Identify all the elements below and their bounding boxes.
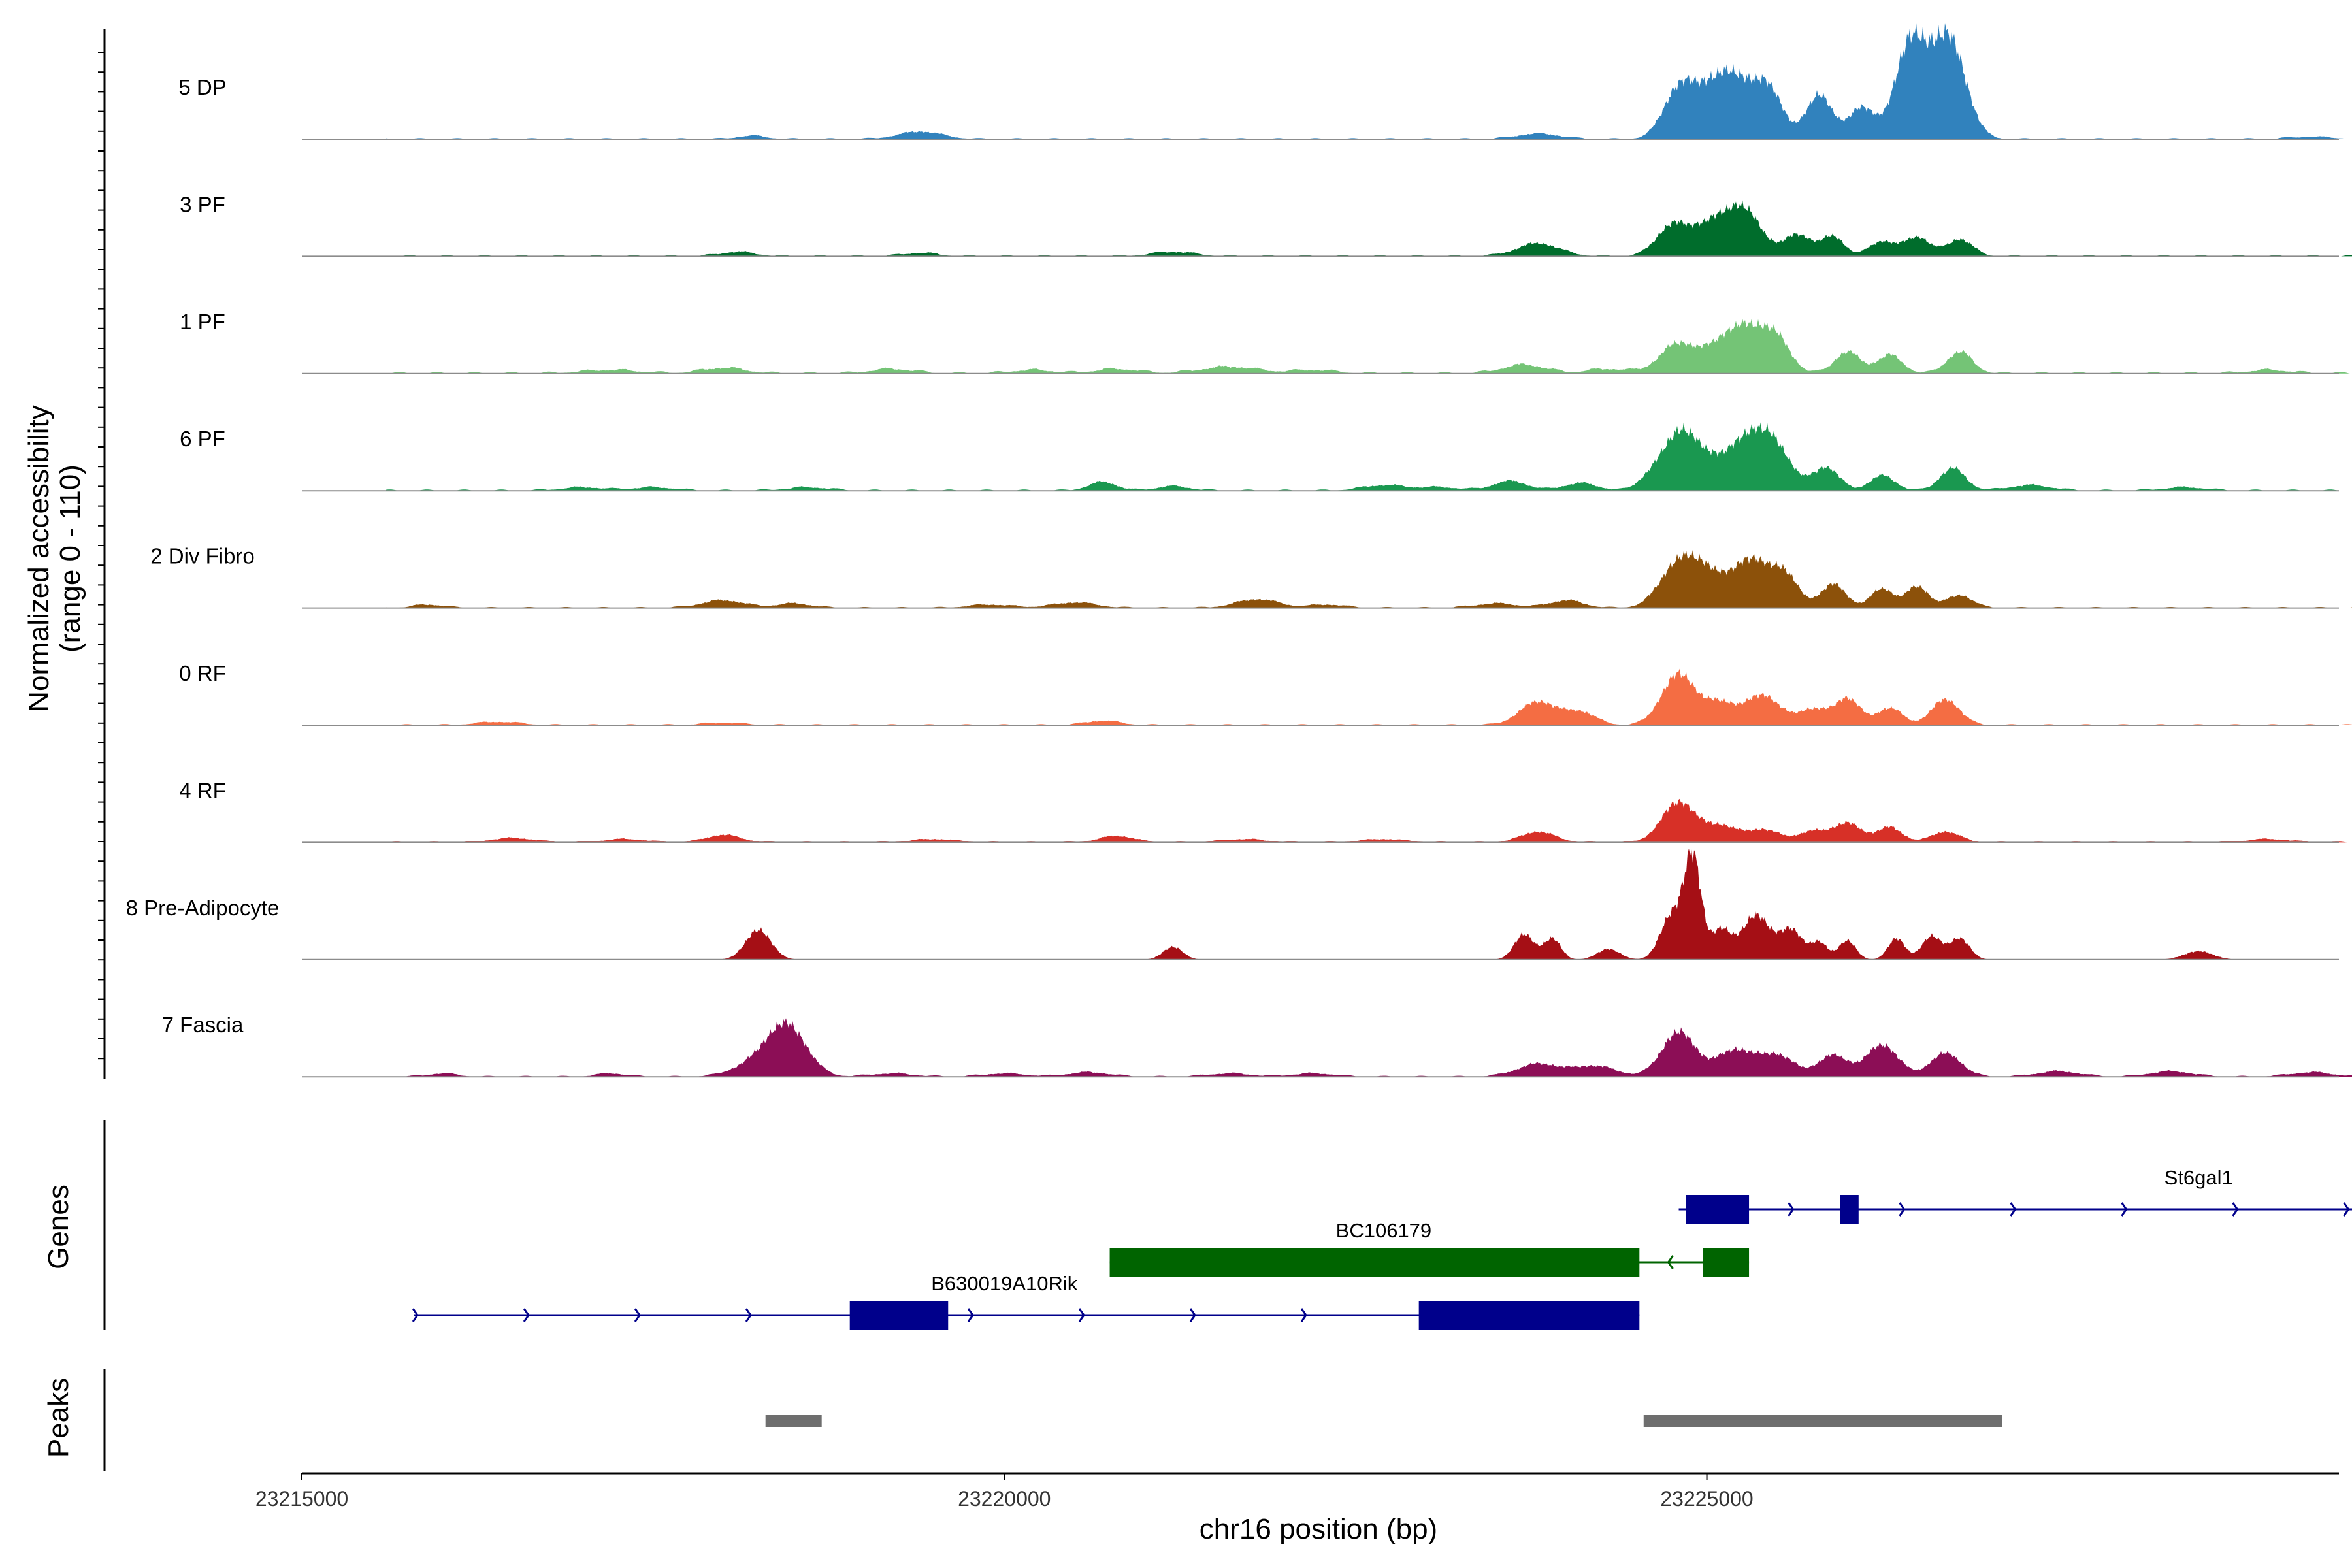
strand-arrow-icon	[2343, 1202, 2350, 1217]
track-4-rf: 4 RF	[179, 778, 2352, 843]
gene-label: BC106179	[1336, 1219, 1432, 1242]
track-0-rf: 0 RF	[179, 661, 2352, 726]
coverage-area	[386, 23, 2352, 139]
peak-region	[765, 1415, 822, 1427]
track-3-pf: 3 PF	[180, 192, 2352, 257]
track-8-pre-adipocyte: 8 Pre-Adipocyte	[126, 849, 2352, 960]
track-6-pf: 6 PF	[180, 422, 2352, 492]
strand-arrow-icon	[1667, 1255, 1674, 1269]
exon-block	[1418, 1301, 1640, 1330]
gene-b630019a10rik: B630019A10Rik	[412, 1272, 1640, 1330]
track-label: 6 PF	[180, 427, 225, 451]
track-label: 1 PF	[180, 310, 225, 334]
strand-arrow-icon	[634, 1308, 641, 1322]
strand-arrow-icon	[745, 1308, 752, 1322]
coverage-tracks: 5 DP 3 PF 1 PF 6 PF 2 Div Fibro 0 RF 4 RF 8 Pre…	[126, 23, 2352, 1078]
strand-arrow-icon	[2121, 1202, 2128, 1217]
exon-block	[1840, 1195, 1859, 1224]
track-1-pf: 1 PF	[180, 310, 2352, 374]
strand-arrow-icon	[1300, 1308, 1307, 1322]
coverage-area	[386, 1018, 2352, 1077]
y-axis-title-line1: Normalized accessibility	[23, 405, 55, 711]
gene-label: St6gal1	[2164, 1166, 2233, 1189]
track-label: 0 RF	[179, 661, 226, 685]
strand-arrow-icon	[2010, 1202, 2017, 1217]
gene-st6gal1: St6gal1	[1678, 1166, 2352, 1224]
gene-annotation-track: St6gal1 BC106179 B630019A10Rik	[412, 1166, 2352, 1330]
strand-arrow-icon	[1078, 1308, 1085, 1322]
gene-label: B630019A10Rik	[931, 1272, 1078, 1295]
strand-arrow-icon	[1189, 1308, 1196, 1322]
peaks-axis-title: Peaks	[42, 1378, 74, 1458]
track-2-div-fibro: 2 Div Fibro	[150, 544, 2352, 609]
axes: 23215000232200002322500023230000	[98, 29, 2339, 1511]
strand-arrow-icon	[1899, 1202, 1906, 1217]
peak-track	[765, 1415, 2002, 1427]
x-axis-title: chr16 position (bp)	[1200, 1513, 1437, 1545]
coverage-area	[386, 668, 2352, 725]
exon-block	[1109, 1248, 1640, 1277]
track-7-fascia: 7 Fascia	[162, 1013, 2352, 1078]
track-label: 3 PF	[180, 192, 225, 216]
strand-arrow-icon	[1788, 1202, 1795, 1217]
coverage-area	[386, 422, 2352, 491]
coverage-area	[386, 319, 2352, 374]
coverage-area	[386, 200, 2352, 257]
gene-bc106179: BC106179	[1109, 1219, 1750, 1277]
exon-block	[1703, 1248, 1750, 1277]
strand-arrow-icon	[2232, 1202, 2239, 1217]
coverage-area	[386, 549, 2352, 608]
exon-block	[1686, 1195, 1750, 1224]
exon-block	[849, 1301, 949, 1330]
track-label: 8 Pre-Adipocyte	[126, 896, 280, 920]
peak-region	[1643, 1415, 2002, 1427]
y-axis-title-line2: (range 0 - 110)	[54, 465, 86, 653]
track-label: 5 DP	[178, 75, 226, 99]
x-tick-label: 23220000	[958, 1487, 1051, 1511]
x-tick-label: 23225000	[1660, 1487, 1753, 1511]
strand-arrow-icon	[523, 1308, 530, 1322]
track-label: 7 Fascia	[162, 1013, 244, 1037]
strand-arrow-icon	[412, 1308, 419, 1322]
track-label: 4 RF	[179, 778, 226, 802]
coverage-area	[386, 798, 2352, 843]
coverage-area	[386, 849, 2352, 960]
track-label: 2 Div Fibro	[150, 544, 255, 568]
track-5-dp: 5 DP	[178, 23, 2352, 140]
strand-arrow-icon	[967, 1308, 974, 1322]
x-tick-label: 23215000	[255, 1487, 348, 1511]
genes-axis-title: Genes	[42, 1184, 74, 1269]
